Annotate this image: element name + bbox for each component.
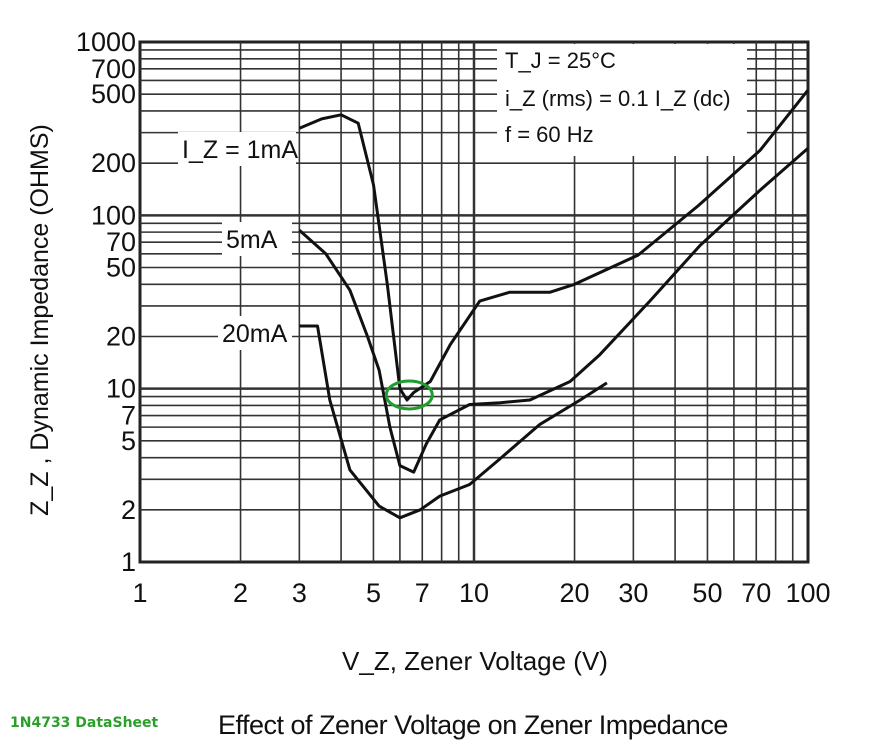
series-label: 20mA xyxy=(222,320,288,348)
y-tick-label: 70 xyxy=(106,227,136,257)
series-line-2 xyxy=(298,147,809,474)
x-tick-label: 5 xyxy=(366,578,381,608)
series-label-background xyxy=(222,222,292,256)
condition-f: f = 60 Hz xyxy=(505,122,594,147)
y-tick-label: 20 xyxy=(106,321,136,351)
x-tick-label: 30 xyxy=(618,578,648,608)
series-line-1 xyxy=(298,89,810,402)
y-tick-label: 700 xyxy=(91,54,136,84)
y-tick-label: 7 xyxy=(121,401,136,431)
x-tick-label: 50 xyxy=(692,578,722,608)
curves xyxy=(298,89,810,520)
series-label-background xyxy=(218,316,292,350)
y-tick-label: 1000 xyxy=(76,27,136,57)
conditions-background xyxy=(497,44,747,156)
series-label: I_Z = 1mA xyxy=(182,136,298,164)
y-tick-label: 10 xyxy=(106,374,136,404)
conditions-box: T_J = 25°C i_Z (rms) = 0.1 I_Z (dc) f = … xyxy=(497,44,747,156)
labels: 1 2 3 5 7 10 20 30 50 70 1001257102050701002005007… xyxy=(76,27,831,608)
y-axis-label: Z_Z , Dynamic Impedance (OHMS) xyxy=(26,124,54,516)
x-tick-label: 100 xyxy=(785,578,830,608)
y-tick-label: 200 xyxy=(91,148,136,178)
x-tick-label: 1 xyxy=(132,578,147,608)
x-tick-label: 2 xyxy=(233,578,248,608)
y-tick-label: 500 xyxy=(91,79,136,109)
x-tick-label: 20 xyxy=(560,578,590,608)
x-tick-label: 70 xyxy=(741,578,771,608)
series-line-3 xyxy=(299,324,608,520)
y-tick-label: 100 xyxy=(91,200,136,230)
x-tick-label: 3 xyxy=(292,578,307,608)
y-tick-label: 2 xyxy=(121,495,136,525)
series-label-background xyxy=(178,132,296,166)
series-label: 5mA xyxy=(226,226,278,254)
y-tick-label: 50 xyxy=(106,253,136,283)
y-tick-label: 1 xyxy=(121,547,136,577)
condition-tj: T_J = 25°C xyxy=(505,48,616,73)
highlight-circle xyxy=(384,379,434,411)
footer-source: 1N4733 DataSheet xyxy=(10,715,159,731)
condition-iz: i_Z (rms) = 0.1 I_Z (dc) xyxy=(505,86,731,111)
chart-title: Effect of Zener Voltage on Zener Impedan… xyxy=(218,710,728,740)
y-tick-label: 5 xyxy=(121,426,136,456)
x-axis-label: V_Z, Zener Voltage (V) xyxy=(342,646,608,676)
x-tick-label: 7 xyxy=(415,578,430,608)
x-tick-label: 10 xyxy=(459,578,489,608)
